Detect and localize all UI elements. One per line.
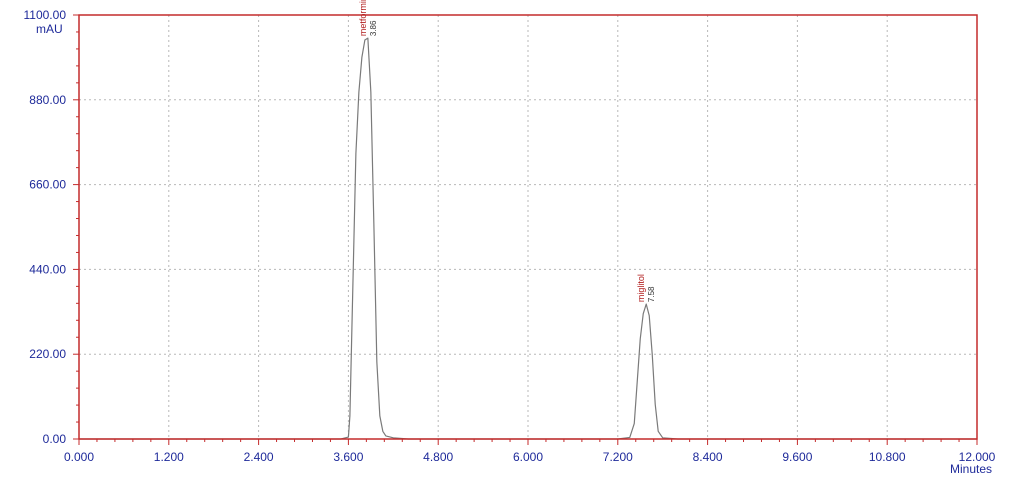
- x-tick-label: 9.600: [782, 450, 812, 464]
- y-tick-label: 880.00: [29, 93, 66, 107]
- x-tick-label: 12.000: [959, 450, 996, 464]
- x-tick-label: 4.800: [423, 450, 453, 464]
- x-tick-label: 6.000: [513, 450, 543, 464]
- x-tick-label: 8.400: [693, 450, 723, 464]
- peak-retention-time: 7.58: [647, 286, 656, 302]
- peak-name-label: metformin: [358, 0, 368, 36]
- y-tick-label: 220.00: [29, 347, 66, 361]
- x-tick-label: 10.800: [869, 450, 906, 464]
- x-axis-unit: Minutes: [950, 462, 992, 476]
- x-tick-label: 3.600: [333, 450, 363, 464]
- peak-name-label: miglitol: [636, 274, 646, 302]
- tick-layer: [73, 14, 978, 445]
- y-axis-unit: mAU: [36, 22, 63, 36]
- x-tick-label: 7.200: [603, 450, 633, 464]
- chromatogram-trace: [79, 37, 977, 440]
- y-tick-label: 0.00: [43, 432, 67, 446]
- x-tick-label: 0.000: [64, 450, 94, 464]
- x-tick-label: 2.400: [244, 450, 274, 464]
- y-tick-label: 660.00: [29, 178, 66, 192]
- trace-layer: [79, 37, 977, 440]
- peak-label-layer: metformin 3.86 miglitol 7.58: [358, 0, 656, 302]
- peak-retention-time: 3.86: [369, 20, 378, 36]
- tick-label-layer: 0.000 1.200 2.400 3.600 4.800 6.000 7.200 8.400…: [24, 8, 996, 464]
- grid-layer: [79, 15, 977, 439]
- y-tick-label: 440.00: [29, 262, 66, 276]
- x-tick-label: 1.200: [154, 450, 184, 464]
- y-tick-label: 1100.00: [24, 8, 67, 22]
